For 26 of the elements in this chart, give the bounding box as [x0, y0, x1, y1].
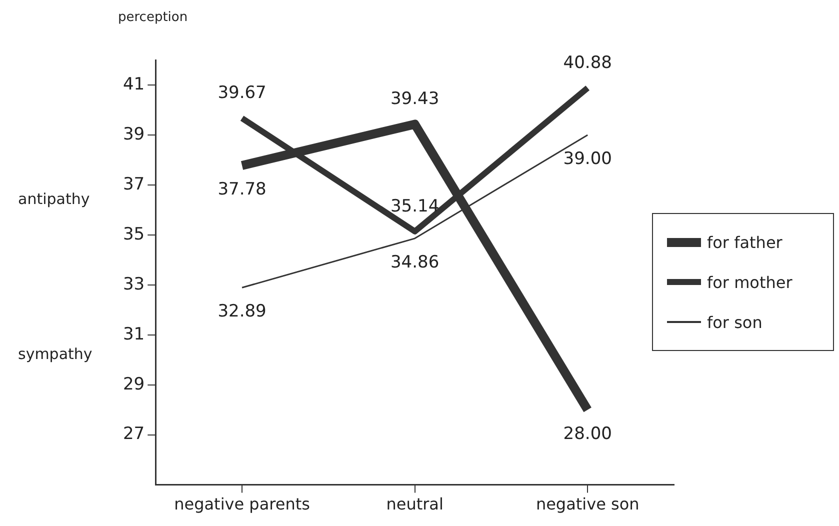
text: antipathy	[18, 190, 90, 208]
data-label: 35.14	[390, 196, 440, 216]
y-tick-label: 39	[122, 124, 145, 144]
y-tick-label: 31	[122, 324, 145, 344]
legend-label: for mother	[707, 272, 792, 292]
data-label: 37.78	[218, 179, 266, 200]
y-tick-label: 35	[122, 224, 145, 244]
legend-label: for son	[707, 312, 762, 332]
legend-label: for father	[707, 232, 782, 252]
data-label: 39.43	[390, 89, 440, 110]
x-tick-label: negative parents	[174, 494, 310, 514]
y-tick-label: 41	[122, 74, 145, 94]
data-label: 32.89	[218, 302, 266, 322]
y-tick-label: 27	[122, 424, 145, 444]
data-label: 39.67	[218, 83, 266, 104]
y-tick-label: 33	[122, 274, 145, 294]
text: sympathy	[18, 345, 92, 363]
x-tick-label: neutral	[386, 494, 444, 514]
data-label: 28.00	[563, 424, 612, 444]
y-tick-label: 29	[122, 374, 145, 394]
data-label: 39.00	[563, 148, 612, 169]
data-label: 34.86	[390, 252, 440, 272]
y-tick-label: 37	[122, 174, 145, 194]
x-tick-label: negative son	[536, 494, 640, 514]
y-axis-title: perception	[118, 10, 188, 25]
data-label: 40.88	[563, 52, 612, 73]
